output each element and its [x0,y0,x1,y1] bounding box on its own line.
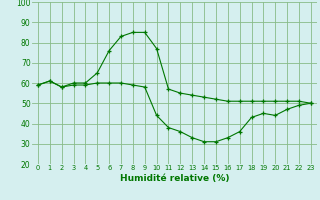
X-axis label: Humidité relative (%): Humidité relative (%) [120,174,229,183]
